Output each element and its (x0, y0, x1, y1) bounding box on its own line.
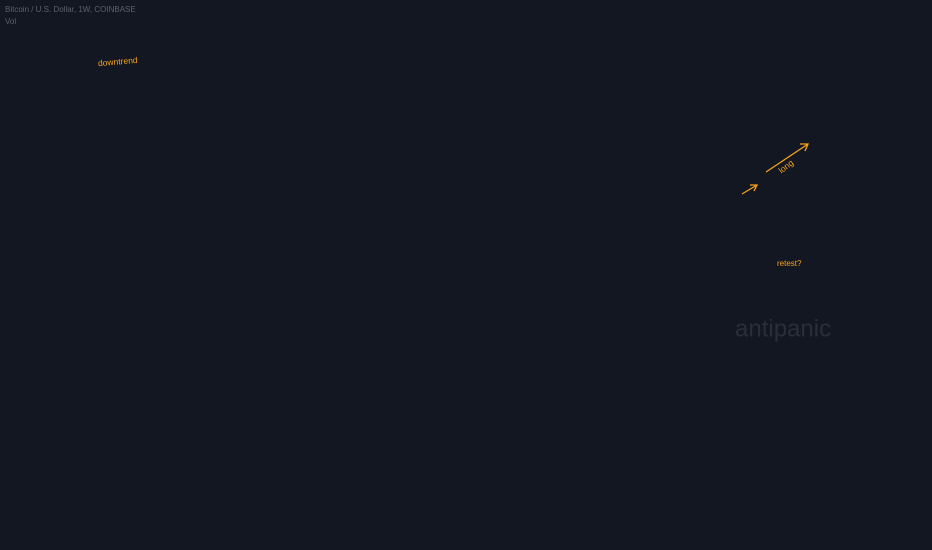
volume-label: Vol (5, 17, 16, 26)
arrow-head (800, 143, 809, 152)
chart-title: Bitcoin / U.S. Dollar, 1W, COINBASE (5, 5, 136, 14)
arrow (765, 143, 809, 173)
watermark: antipanic (735, 315, 831, 342)
annotation: retest? (777, 259, 802, 268)
arrow (741, 184, 758, 195)
arrows (741, 143, 809, 195)
annotation: downtrend (97, 55, 138, 68)
arrow-head (750, 184, 759, 192)
